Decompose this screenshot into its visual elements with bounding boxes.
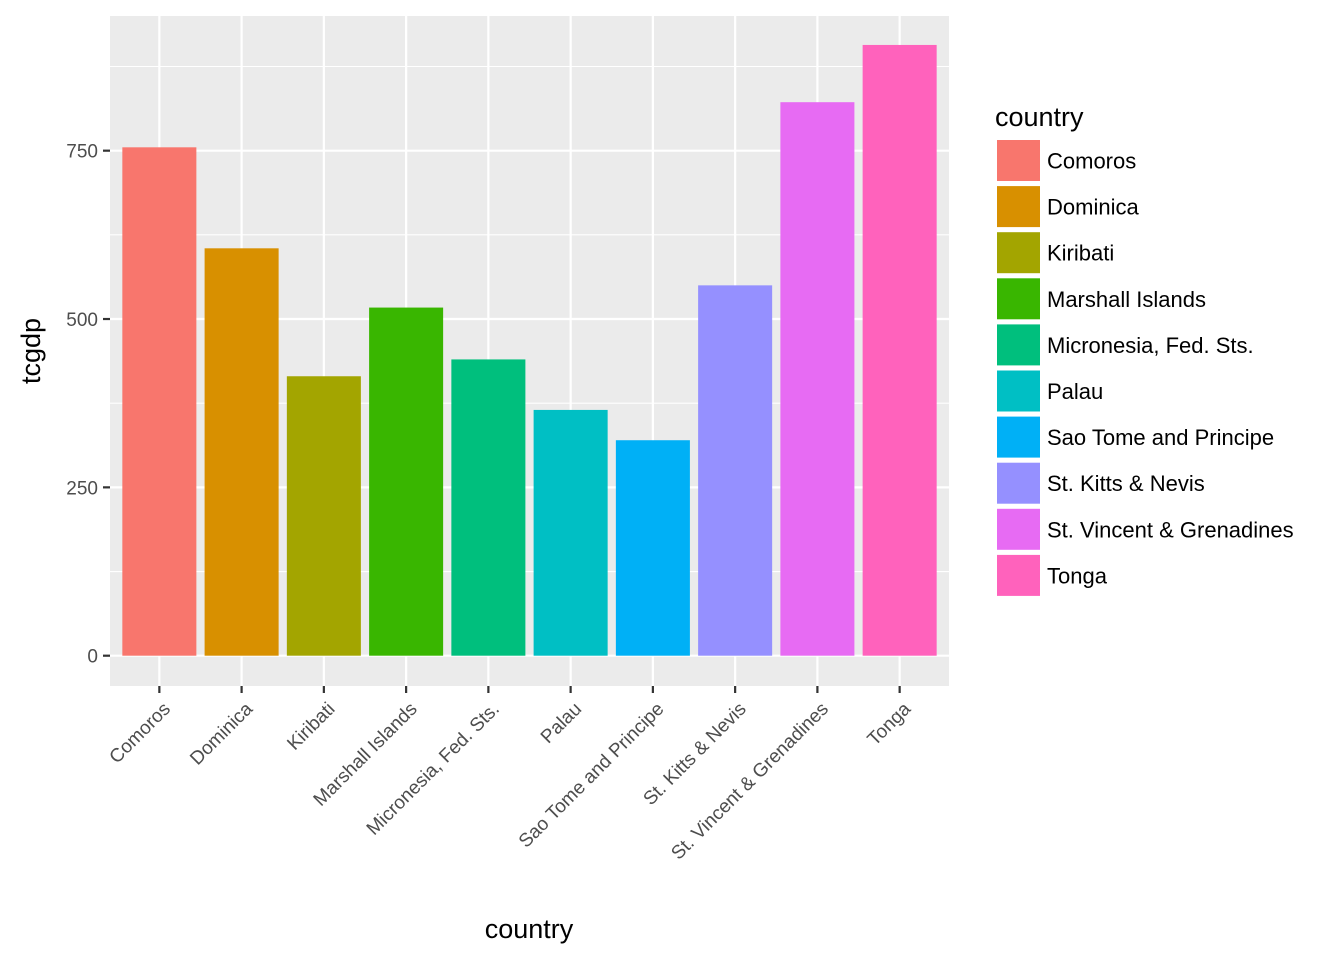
bar-kiribati	[286, 376, 361, 656]
x-axis-title: country	[485, 914, 574, 944]
legend-label: Comoros	[1047, 149, 1136, 174]
y-tick-label: 500	[66, 310, 98, 331]
bar-dominica	[204, 248, 279, 656]
y-tick-label: 0	[87, 647, 98, 668]
legend-key	[997, 278, 1040, 320]
bar-micronesia-fed-sts	[451, 359, 526, 656]
x-tick-label: Palau	[537, 699, 586, 748]
legend-label: St. Vincent & Grenadines	[1047, 517, 1294, 542]
legend-key	[997, 186, 1040, 228]
x-tick-label: Micronesia, Fed. Sts.	[363, 699, 504, 840]
x-tick-label: Comoros	[106, 699, 175, 768]
legend-key	[997, 370, 1040, 412]
legend-label: Tonga	[1047, 563, 1108, 588]
bar-marshall-islands	[369, 307, 444, 656]
legend-key	[997, 416, 1040, 458]
bar-sao-tome-and-principe	[615, 440, 690, 656]
legend-key	[997, 554, 1040, 596]
bars	[122, 44, 937, 656]
y-tick-label: 750	[66, 142, 98, 163]
bar-tonga	[862, 44, 937, 656]
legend-key	[997, 324, 1040, 366]
x-tick-label: St. Vincent & Grenadines	[667, 699, 832, 864]
legend-key	[997, 508, 1040, 550]
y-axis-title: tcgdp	[16, 318, 46, 384]
legend-label: Kiribati	[1047, 241, 1114, 266]
x-tick-label: Sao Tome and Principe	[515, 699, 669, 853]
legend-label: Micronesia, Fed. Sts.	[1047, 333, 1254, 358]
bar-palau	[533, 409, 608, 656]
legend-key	[997, 140, 1040, 181]
x-tick-label: Kiribati	[283, 699, 339, 755]
bar-st-kitts-nevis	[698, 285, 773, 656]
legend-title: country	[995, 102, 1084, 132]
y-axis: 0 250 500 750	[66, 142, 110, 668]
legend-label: Palau	[1047, 379, 1103, 404]
legend-key	[997, 232, 1040, 274]
legend-label: St. Kitts & Nevis	[1047, 471, 1205, 496]
legend-label: Marshall Islands	[1047, 287, 1206, 312]
x-tick-label: Dominica	[186, 698, 257, 769]
x-tick-label: Tonga	[864, 698, 916, 750]
legend: country Comoros Dominica Kiribati Marshall …	[995, 102, 1294, 596]
y-tick-label: 250	[66, 478, 98, 499]
legend-key	[997, 462, 1040, 504]
bar-comoros	[122, 147, 197, 656]
bar-st-vincent-grenadines	[780, 102, 855, 656]
legend-label: Sao Tome and Principe	[1047, 425, 1274, 450]
legend-label: Dominica	[1047, 195, 1139, 220]
